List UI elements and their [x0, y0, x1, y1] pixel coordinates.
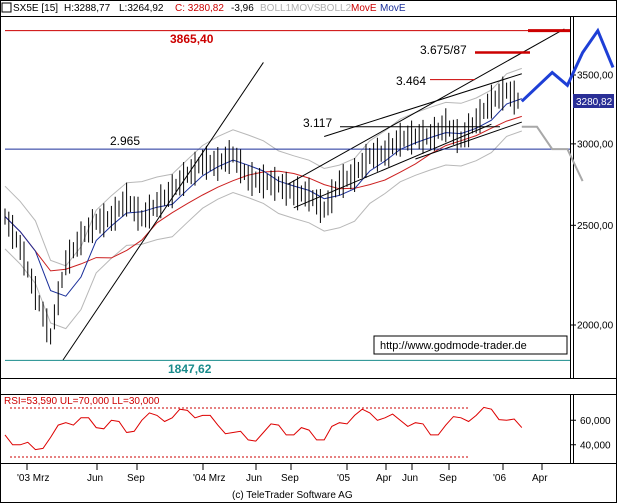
channel-upper-long — [287, 28, 565, 185]
x-tick-label: '06 — [493, 473, 506, 484]
header-boll2: BOLL2 — [320, 3, 352, 14]
rsi-line — [4, 406, 523, 451]
x-tick-label: '05 — [337, 473, 350, 484]
x-tick-label: Sep — [281, 473, 299, 484]
header-high: H:3288,77 — [64, 3, 111, 14]
x-tick-label: Apr — [532, 473, 548, 484]
header-close: C: 3280,82 — [175, 3, 224, 14]
projection-down-line — [521, 125, 584, 182]
trend-channels — [62, 28, 565, 361]
header-movs: MOVS — [291, 3, 321, 14]
current-price-label: 3280,82 — [576, 97, 613, 108]
header-move2: MovE — [380, 3, 406, 14]
x-tick-label: Jun — [87, 473, 103, 484]
x-tick-label: '04 Mrz — [193, 473, 225, 484]
bollinger-lower — [4, 130, 522, 330]
x-axis-ticks: '03 Mrz Jun Sep '04 Mrz Jun Sep '05 Apr Jun Sep '0… — [17, 464, 548, 484]
horizontal-levels — [5, 29, 570, 361]
channel-upper — [324, 73, 522, 137]
x-tick-label: '03 Mrz — [17, 473, 49, 484]
level-label: 3865,40 — [170, 32, 214, 46]
footer-copyright: (c) TeleTrader Software AG — [232, 490, 353, 501]
x-tick-label: Jun — [246, 473, 262, 484]
y-tick-label: 3500,00 — [577, 71, 614, 82]
channel-lower — [293, 123, 492, 209]
header-legend: SX5E [15] H:3288,77 L:3264,92 C: 3280,82… — [1, 2, 406, 14]
bollinger-upper — [4, 67, 522, 267]
y-tick-label: 3000,00 — [577, 139, 614, 150]
rsi-tick-label: 40,000 — [580, 440, 611, 451]
copyright-box — [373, 335, 568, 355]
level-label: 3.464 — [396, 74, 426, 88]
rsi-panel: RSI=53,590 UL=70,000 LL=30,000 60,000 40,… — [0, 394, 617, 464]
current-price-tag — [573, 94, 614, 108]
header-toggle-box[interactable] — [1, 2, 12, 13]
header-change: -3,96 — [231, 3, 254, 14]
projection-up-line — [520, 27, 615, 103]
rsi-tick-label: 60,000 — [580, 416, 611, 427]
x-tick-label: Apr — [376, 473, 392, 484]
x-tick-label: Jun — [402, 473, 418, 484]
rsi-header: RSI=53,590 UL=70,000 LL=30,000 — [4, 396, 160, 407]
price-axis-ticks: 3500,00 3000,00 2500,00 2000,00 — [570, 71, 614, 332]
header-symbol: SX5E [15] — [13, 3, 58, 14]
level-label: 2.965 — [110, 134, 140, 148]
y-tick-label: 2000,00 — [577, 321, 614, 332]
header-move1: MovE — [351, 3, 377, 14]
bollinger-bands — [4, 67, 522, 330]
header-low: L:3264,92 — [119, 3, 164, 14]
copyright-url: http://www.godmode-trader.de — [380, 340, 527, 352]
level-labels: 3865,40 3.675/87 3.464 3.117 2.965 1847,62 — [110, 32, 467, 376]
price-bars — [4, 76, 519, 345]
long-trendline — [62, 62, 264, 361]
x-tick-label: Sep — [439, 473, 457, 484]
y-tick-label: 2500,00 — [577, 221, 614, 232]
price-panel: 3500,00 3000,00 2500,00 2000,00 3865,40 3.67… — [0, 16, 617, 379]
level-label: 3.675/87 — [420, 43, 467, 57]
header-boll1: BOLL1 — [260, 3, 292, 14]
rsi-axis-ticks: 60,000 40,000 — [570, 416, 611, 451]
x-tick-label: Sep — [127, 473, 145, 484]
price-projections — [520, 27, 615, 182]
level-label: 3.117 — [303, 116, 332, 130]
level-label: 1847,62 — [168, 362, 212, 376]
